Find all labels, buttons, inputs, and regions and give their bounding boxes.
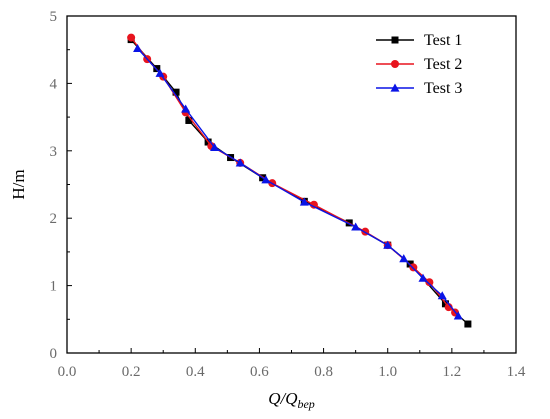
data-point [235,158,245,167]
y-tick-label: 0 [50,346,58,362]
data-point [453,311,463,320]
legend-label: Test 3 [424,80,462,97]
y-tick-label: 5 [50,9,58,25]
y-tick-label: 4 [50,76,58,92]
y-tick-label: 2 [50,211,58,227]
x-axis-ticks: 0.0 0.2 0.4 0.6 0.8 1.0 1.2 1.4 [58,348,526,380]
data-point [437,291,447,300]
x-axis-title-main: Q/Q [268,389,297,408]
legend-marker [391,60,399,68]
x-tick-label: 0.4 [186,364,205,380]
legend-item: Test 3 [376,80,462,97]
x-tick-label: 0.6 [250,364,269,380]
y-tick-label: 1 [50,279,58,295]
series-2 [127,33,460,317]
data-point [464,320,472,328]
series-layer [127,33,472,328]
data-point [351,222,361,231]
data-point [444,303,453,312]
data-point [185,116,193,124]
data-point [155,68,165,77]
data-point [133,43,143,52]
x-tick-label: 0.2 [122,364,141,380]
x-axis-title: Q/Qbep [268,389,315,411]
x-tick-label: 1.0 [378,364,397,380]
data-point [299,197,309,206]
data-point [127,33,136,42]
data-point [261,175,271,184]
legend-item: Test 2 [376,56,462,73]
x-axis-title-sub: bep [297,397,314,411]
legend-label: Test 2 [424,56,462,73]
legend-marker [390,83,400,92]
y-tick-label: 3 [50,144,58,160]
legend-marker [391,36,399,44]
legend: Test 1 Test 2 Test 3 [376,32,462,97]
x-tick-label: 0.0 [58,364,77,380]
series-line [130,39,469,325]
series-1 [127,36,472,328]
legend-item: Test 1 [376,32,462,49]
data-point [425,278,434,287]
x-tick-label: 1.4 [507,364,526,380]
data-point [153,65,161,73]
y-axis-ticks: 0 1 2 3 4 5 [50,9,72,362]
data-point [181,104,191,113]
x-tick-label: 1.2 [442,364,461,380]
legend-label: Test 1 [424,32,462,49]
data-point [399,254,409,263]
data-point [309,200,318,209]
x-tick-label: 0.8 [314,364,333,380]
data-point [172,88,180,96]
data-point [383,240,393,249]
series-3 [133,43,463,320]
y-axis-title: H/m [9,169,28,199]
data-point [418,273,428,282]
series-line [130,37,456,314]
data-point [210,142,220,152]
